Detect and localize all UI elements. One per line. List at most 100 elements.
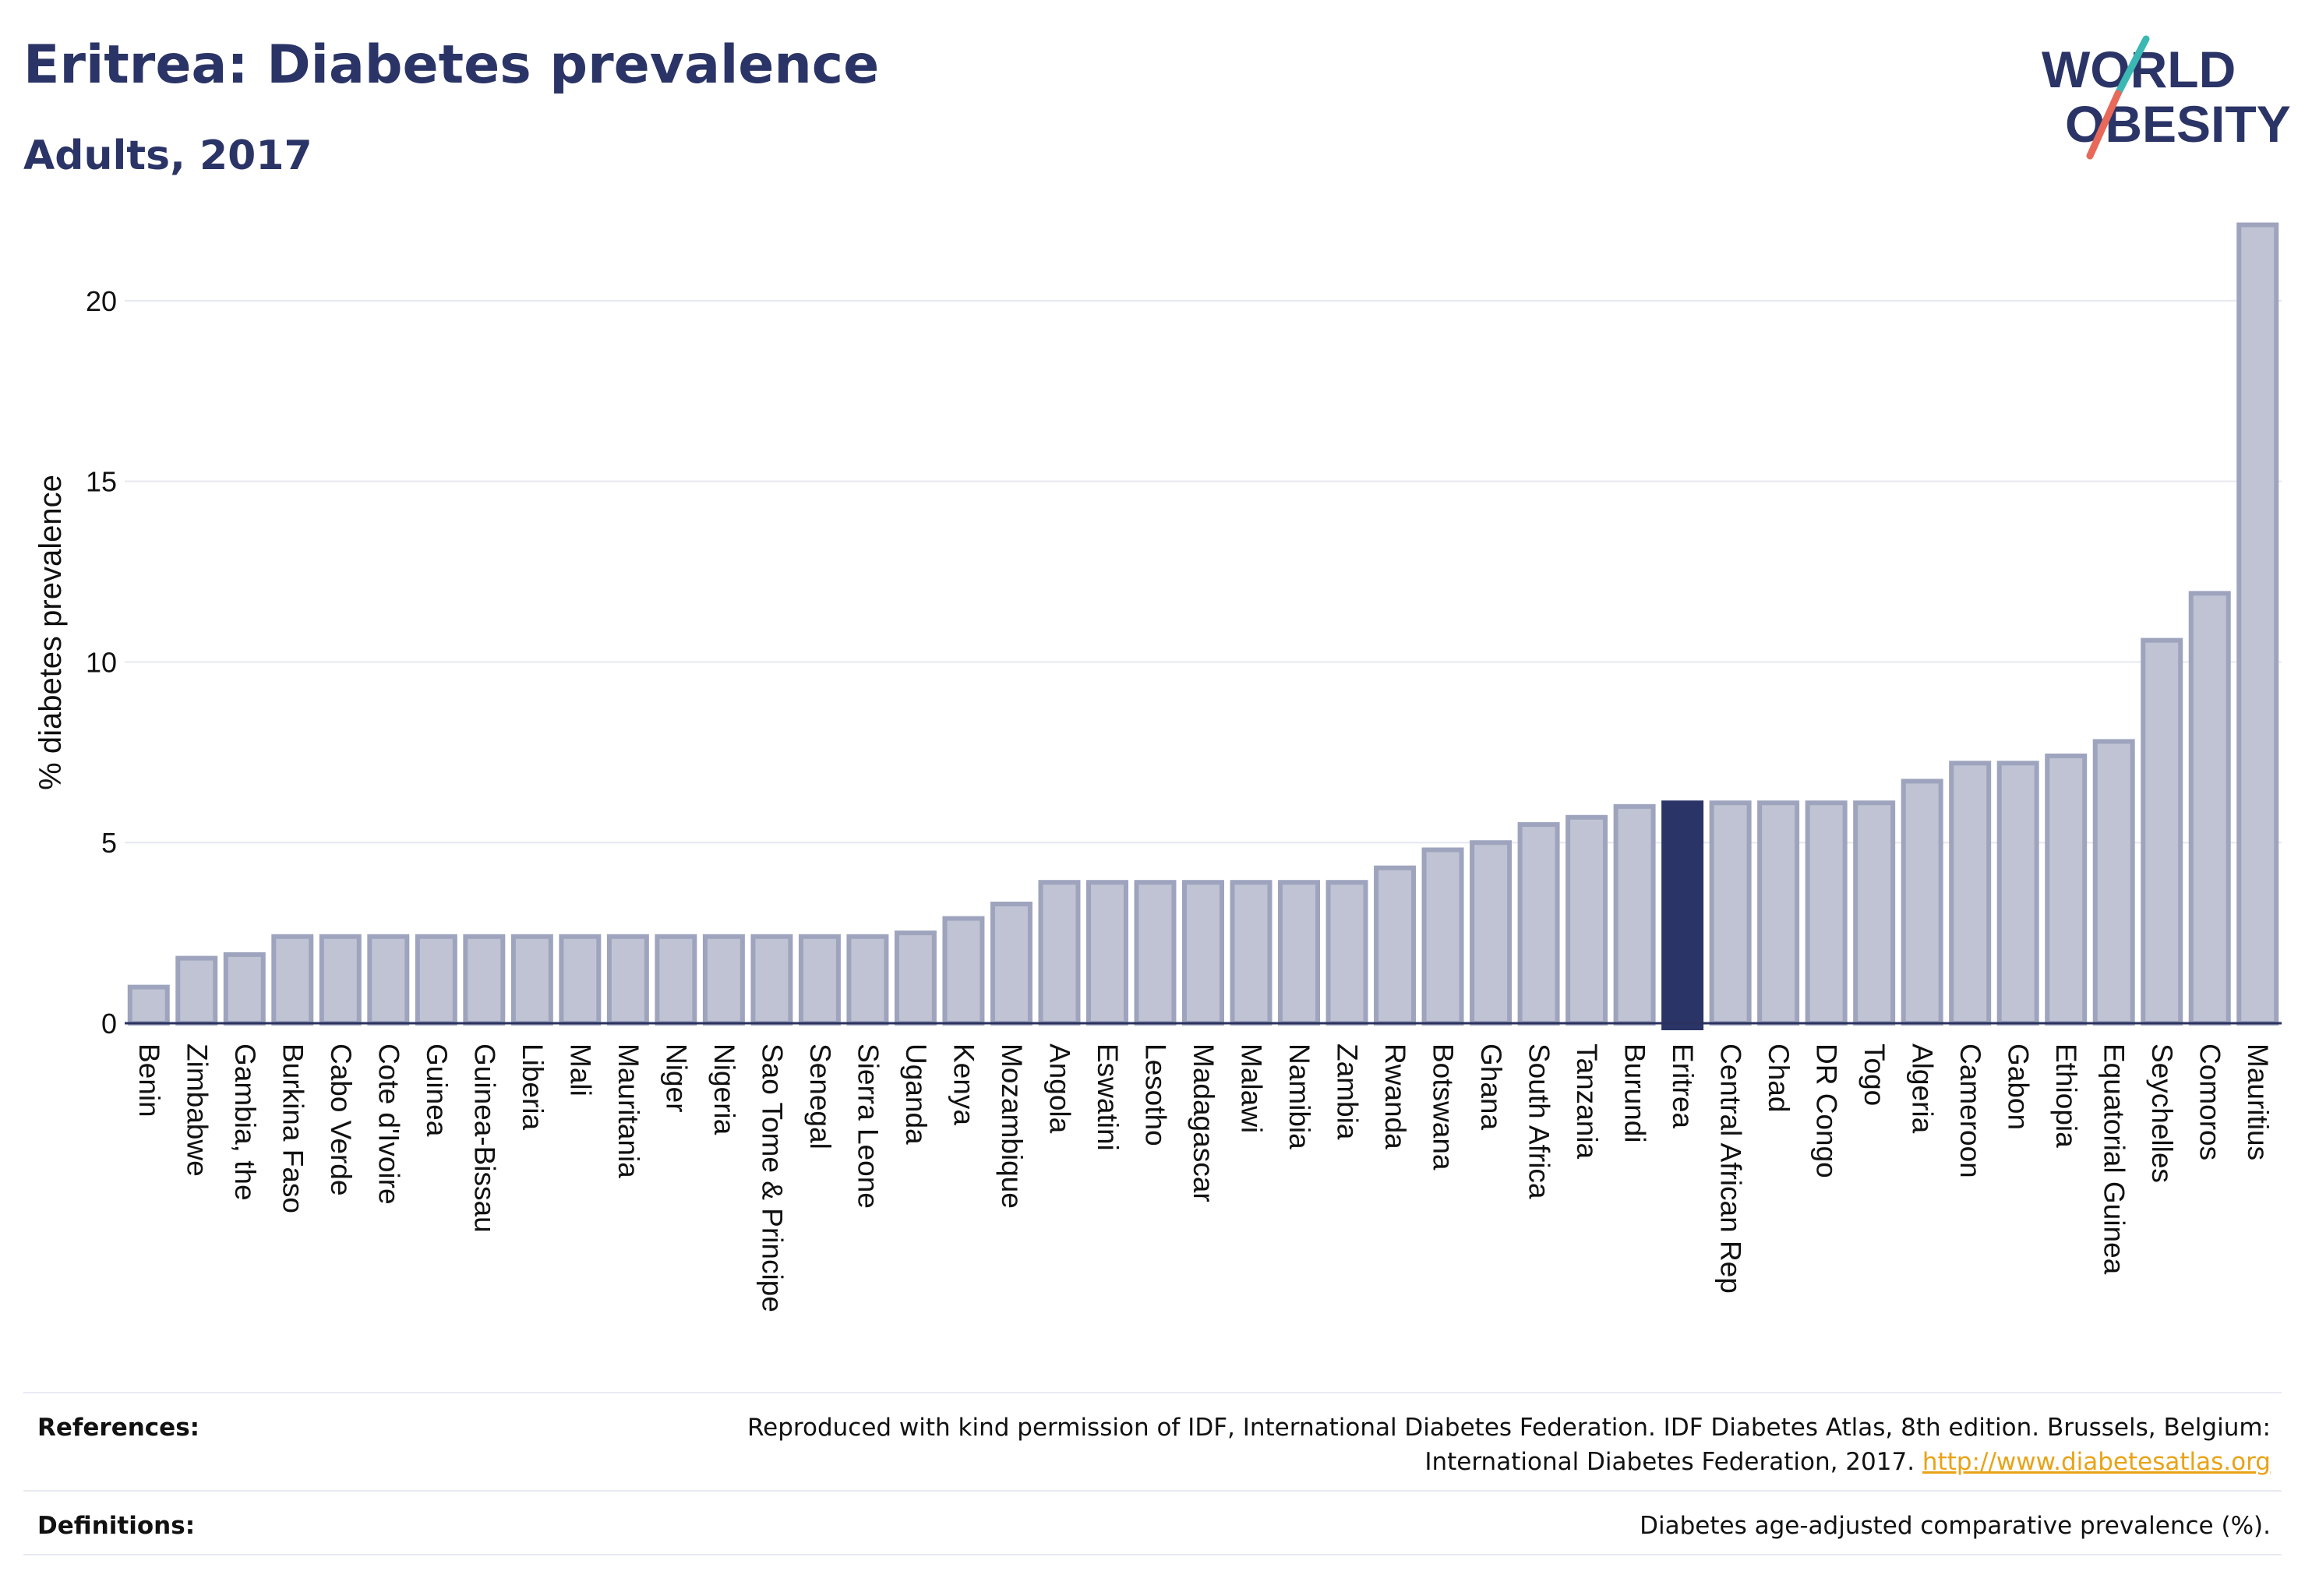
x-tick-label: Seychelles xyxy=(2146,1043,2178,1183)
logo-slash-teal-icon xyxy=(2114,35,2150,97)
x-tick-label: Zimbabwe xyxy=(181,1043,213,1177)
y-axis-ticks: 0 5 10 15 20 xyxy=(86,285,117,1040)
x-tick-label: Angola xyxy=(1043,1043,1075,1134)
bar-nigeria[interactable] xyxy=(702,934,745,1026)
world-obesity-logo: WORLD OBESITY xyxy=(2042,35,2291,160)
divider xyxy=(23,1490,2282,1492)
y-tick-label: 15 xyxy=(86,466,117,498)
x-tick-label: Guinea xyxy=(421,1043,453,1137)
x-tick-label: Uganda xyxy=(900,1043,932,1145)
x-tick-label: Sierra Leone xyxy=(852,1043,884,1209)
x-tick-label: Madagascar xyxy=(1188,1043,1220,1202)
bar-sao-tome-principe[interactable] xyxy=(750,934,793,1026)
x-tick-label: Namibia xyxy=(1283,1043,1315,1149)
x-tick-label: Eswatini xyxy=(1092,1043,1124,1151)
bar-seychelles[interactable] xyxy=(2141,637,2183,1026)
x-tick-label: Mauritania xyxy=(612,1043,644,1178)
x-tick-label: Mauritius xyxy=(2242,1043,2274,1160)
bar-south-africa[interactable] xyxy=(1517,822,1560,1026)
bar-burundi[interactable] xyxy=(1613,803,1656,1026)
x-tick-label: Cote d'Ivoire xyxy=(372,1043,404,1205)
bar-cameroon[interactable] xyxy=(1949,761,1992,1026)
x-tick-label: Rwanda xyxy=(1379,1043,1411,1149)
bar-senegal[interactable] xyxy=(798,934,841,1026)
bar-equatorial-guinea[interactable] xyxy=(2092,739,2135,1026)
definitions-label: Definitions: xyxy=(37,1512,196,1540)
bar-gambia-the[interactable] xyxy=(223,952,266,1026)
bar-zimbabwe[interactable] xyxy=(175,955,218,1026)
x-tick-label: Comoros xyxy=(2194,1043,2226,1160)
bar-botswana[interactable] xyxy=(1421,847,1464,1026)
x-tick-label: Equatorial Guinea xyxy=(2099,1043,2130,1275)
x-tick-label: Mali xyxy=(564,1043,596,1096)
x-axis-ticks: Benin Zimbabwe Gambia, the Burkina Faso Cabo… xyxy=(133,1043,2274,1312)
bar-guinea[interactable] xyxy=(415,934,457,1026)
bar-dr-congo[interactable] xyxy=(1805,800,1848,1026)
x-tick-label: Guinea-Bissau xyxy=(468,1043,500,1233)
bar-mali[interactable] xyxy=(559,934,602,1026)
chart-title: Eritrea: Diabetes prevalence xyxy=(23,34,880,96)
bar-guinea-bissau[interactable] xyxy=(463,934,506,1026)
bar-mozambique[interactable] xyxy=(990,902,1032,1026)
references-label: References: xyxy=(37,1414,200,1442)
bar-sierra-leone[interactable] xyxy=(846,934,889,1026)
bar-angola[interactable] xyxy=(1038,880,1081,1026)
bar-cabo-verde[interactable] xyxy=(319,934,362,1026)
bar-central-african-rep[interactable] xyxy=(1709,800,1752,1026)
bar-chad[interactable] xyxy=(1757,800,1800,1026)
bar-tanzania[interactable] xyxy=(1565,814,1608,1026)
x-tick-label: Zambia xyxy=(1332,1043,1364,1140)
bar-namibia[interactable] xyxy=(1278,880,1321,1026)
bar-malawi[interactable] xyxy=(1230,880,1273,1026)
x-tick-label: Senegal xyxy=(804,1043,836,1149)
references-line-2-text: International Diabetes Federation, 2017. xyxy=(1424,1448,1915,1476)
bars xyxy=(127,222,2279,1030)
bar-mauritius[interactable] xyxy=(2236,222,2279,1026)
definitions-text: Diabetes age-adjusted comparative preval… xyxy=(1640,1512,2271,1540)
references-line-1: Reproduced with kind permission of IDF, … xyxy=(747,1414,2271,1442)
x-tick-label: Liberia xyxy=(517,1043,549,1130)
bar-eritrea[interactable] xyxy=(1661,800,1704,1030)
x-tick-label: Botswana xyxy=(1428,1043,1460,1171)
bar-burkina-faso[interactable] xyxy=(271,934,314,1026)
bar-niger[interactable] xyxy=(655,934,697,1026)
bar-algeria[interactable] xyxy=(1901,779,1943,1026)
chart-subtitle: Adults, 2017 xyxy=(23,132,312,179)
x-tick-label: Nigeria xyxy=(708,1043,740,1135)
bar-ethiopia[interactable] xyxy=(2045,753,2088,1026)
bar-togo[interactable] xyxy=(1853,800,1896,1026)
bar-zambia[interactable] xyxy=(1325,880,1368,1026)
x-tick-label: Cameroon xyxy=(1954,1043,1986,1178)
x-tick-label: Sao Tome & Principe xyxy=(756,1043,788,1312)
bar-benin[interactable] xyxy=(127,984,170,1026)
bar-comoros[interactable] xyxy=(2188,591,2231,1026)
bar-kenya[interactable] xyxy=(942,916,985,1026)
x-tick-label: Tanzania xyxy=(1571,1043,1603,1160)
x-tick-label: Togo xyxy=(1858,1043,1890,1106)
bar-mauritania[interactable] xyxy=(606,934,649,1026)
bar-chart: 0 5 10 15 20 Benin Zimbabwe Gambia, the Burkina… xyxy=(34,222,2282,1312)
x-tick-label: Gambia, the xyxy=(229,1043,261,1201)
y-tick-label: 0 xyxy=(101,1008,117,1040)
x-tick-label: DR Congo xyxy=(1811,1043,1843,1178)
bar-madagascar[interactable] xyxy=(1182,880,1224,1026)
x-tick-label: Cabo Verde xyxy=(325,1043,357,1195)
bar-liberia[interactable] xyxy=(510,934,553,1026)
bar-ghana[interactable] xyxy=(1470,840,1513,1026)
bar-lesotho[interactable] xyxy=(1134,880,1177,1026)
bar-gabon[interactable] xyxy=(1996,761,2039,1026)
bar-uganda[interactable] xyxy=(894,930,937,1026)
x-tick-label: Burkina Faso xyxy=(277,1043,309,1213)
y-tick-label: 5 xyxy=(101,827,117,859)
bar-cote-d-ivoire[interactable] xyxy=(367,934,410,1026)
x-tick-label: Ethiopia xyxy=(2050,1043,2082,1148)
references-text: Reproduced with kind permission of IDF, … xyxy=(747,1411,2271,1479)
x-tick-label: Niger xyxy=(660,1043,692,1112)
y-tick-label: 10 xyxy=(86,646,117,678)
x-tick-label: Lesotho xyxy=(1139,1043,1171,1146)
x-tick-label: Benin xyxy=(133,1043,165,1118)
references-link[interactable]: http://www.diabetesatlas.org xyxy=(1922,1448,2271,1476)
bar-rwanda[interactable] xyxy=(1374,865,1417,1026)
x-tick-label: Malawi xyxy=(1236,1043,1268,1133)
bar-eswatini[interactable] xyxy=(1085,880,1128,1026)
